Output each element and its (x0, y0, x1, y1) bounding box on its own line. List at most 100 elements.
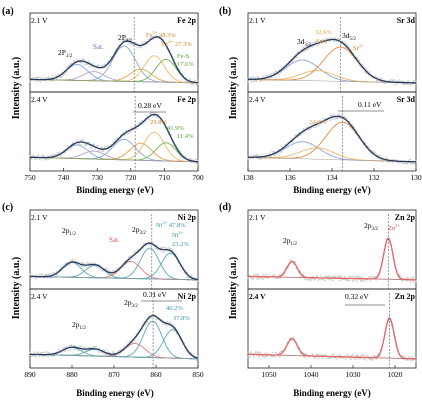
raw-data-point (340, 43, 342, 45)
raw-data-point (256, 278, 259, 280)
raw-data-point (80, 265, 83, 268)
raw-data-point (292, 140, 295, 142)
raw-data-point (53, 271, 55, 274)
raw-data-point (368, 358, 371, 360)
raw-data-point (398, 274, 401, 276)
raw-data-point (250, 157, 252, 159)
raw-data-point (361, 276, 363, 278)
raw-data-point (248, 356, 250, 358)
raw-data-point (292, 263, 295, 265)
raw-data-point (350, 275, 352, 278)
raw-data-point (52, 75, 54, 77)
raw-data-point (90, 147, 93, 149)
raw-data-point (186, 271, 189, 274)
raw-data-point (52, 272, 54, 275)
raw-data-point (345, 42, 347, 44)
raw-data-point (375, 153, 378, 155)
raw-data-point (280, 277, 282, 280)
element-b-bottom: Sr 3d (397, 95, 416, 104)
raw-data-point (32, 154, 35, 156)
x-axis-label-a: Binding energy (eV) (76, 185, 154, 195)
x-tick-label: 136 (284, 173, 296, 182)
raw-data-point (407, 277, 410, 280)
condition-c-bottom: 2.4 V (31, 292, 48, 301)
baseline (29, 157, 199, 163)
raw-data-point (104, 63, 106, 66)
condition-b-top: 2.1 V (249, 16, 266, 25)
raw-data-point (372, 276, 374, 278)
raw-data-point (365, 73, 368, 75)
raw-data-point (265, 153, 267, 155)
raw-data-point (374, 75, 376, 77)
raw-data-point (369, 71, 371, 73)
raw-data-point (110, 273, 113, 275)
raw-data-point (261, 153, 264, 155)
raw-data-point (259, 351, 262, 354)
raw-data-point (313, 279, 316, 281)
raw-data-point (35, 355, 37, 358)
raw-data-point (141, 328, 144, 330)
raw-data-point (271, 151, 273, 153)
raw-data-point (154, 112, 156, 114)
panel-c: (c) Intensity (a.u.) 890 880 870 860 850 2.1… (2, 202, 204, 398)
raw-data-point (88, 65, 91, 67)
raw-data-point (36, 158, 38, 160)
raw-data-point (60, 351, 62, 354)
raw-data-point (29, 273, 31, 275)
raw-data-point (366, 69, 368, 71)
raw-data-point (41, 274, 43, 277)
raw-data-point (257, 356, 260, 358)
raw-data-point (279, 274, 281, 276)
raw-data-point (46, 76, 48, 79)
raw-data-point (65, 72, 67, 74)
raw-data-point (262, 273, 264, 276)
raw-data-point (43, 356, 45, 358)
peak-label-a-sat: Sat. (93, 43, 104, 51)
raw-data-point (179, 338, 181, 341)
raw-data-point (411, 83, 413, 86)
raw-data-point (71, 343, 73, 346)
raw-data-point (359, 276, 361, 279)
raw-data-point (402, 356, 405, 358)
raw-data-point (317, 124, 319, 127)
raw-data-point (66, 345, 68, 348)
raw-data-point (64, 73, 66, 75)
subplot-frame (29, 91, 199, 172)
raw-data-point (277, 73, 280, 75)
raw-data-point (357, 354, 359, 357)
raw-data-point (33, 355, 36, 358)
raw-data-point (404, 356, 407, 358)
raw-data-point (90, 62, 92, 64)
raw-data-point (415, 360, 417, 362)
peak-label-c-2p32-b: 2p3/2 (124, 298, 138, 309)
raw-data-point (142, 247, 145, 249)
x-axis-label-c: Binding energy (eV) (76, 388, 154, 398)
raw-data-point (319, 275, 322, 277)
raw-data-point (50, 154, 52, 157)
raw-data-point (94, 68, 96, 70)
x-tick-label: 880 (66, 370, 78, 379)
component-peak (29, 252, 199, 280)
raw-data-point (334, 37, 336, 39)
element-a-bottom: Fe 2p (177, 95, 196, 104)
peak-label-a-fes-1: Fe-S (177, 53, 190, 60)
raw-data-point (83, 346, 86, 348)
raw-data-point (333, 113, 335, 115)
raw-data-point (315, 41, 318, 43)
raw-data-point (38, 158, 41, 161)
raw-data-point (317, 358, 319, 360)
x-tick-label: 130 (410, 173, 422, 182)
raw-data-point (128, 340, 131, 343)
raw-data-point (64, 151, 67, 153)
raw-data-point (384, 156, 387, 158)
raw-data-point (45, 158, 48, 161)
raw-data-point (298, 131, 301, 134)
raw-data-point (408, 159, 410, 162)
raw-data-point (297, 136, 300, 138)
raw-data-point (386, 158, 389, 160)
raw-data-point (43, 276, 46, 279)
raw-data-point (252, 157, 254, 160)
raw-data-point (273, 274, 275, 277)
raw-data-point (261, 278, 263, 280)
raw-data-point (327, 119, 329, 121)
